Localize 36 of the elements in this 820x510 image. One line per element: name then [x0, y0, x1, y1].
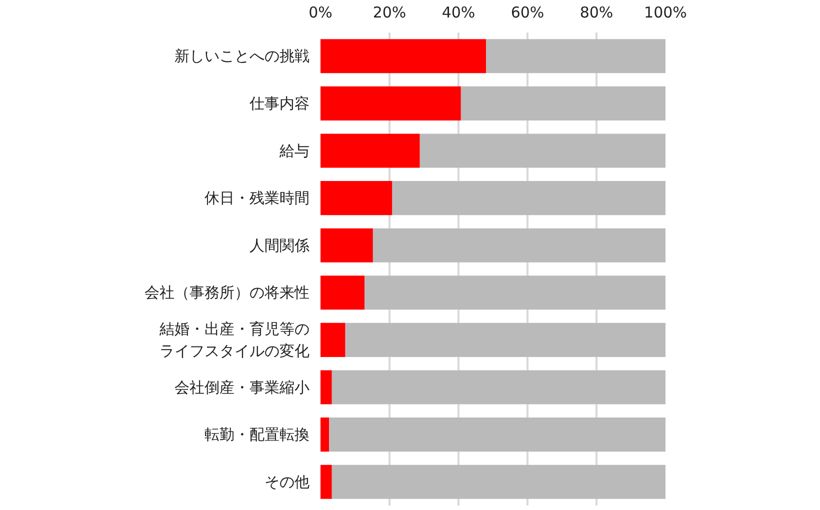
y-tick-label: 新しいことへの挑戦 — [174, 47, 310, 66]
y-tick-label: 会社倒産・事業縮小 — [174, 378, 310, 396]
y-tick-label: 会社（事務所）の将来性 — [144, 284, 310, 302]
bar — [486, 39, 666, 74]
y-tick-label: その他 — [264, 472, 310, 491]
bar — [320, 228, 373, 262]
y-tick-label: 仕事内容 — [248, 94, 310, 112]
bar — [320, 86, 461, 120]
bar — [392, 181, 666, 216]
x-tick-label: 100% — [644, 4, 687, 22]
bar — [320, 370, 332, 404]
x-tick-label: 0% — [308, 4, 332, 22]
bar — [320, 418, 330, 452]
bar — [332, 370, 666, 404]
y-tick-label: 給与 — [278, 142, 310, 160]
x-tick-label: 60% — [510, 4, 544, 22]
bar — [460, 86, 666, 120]
bar — [345, 322, 666, 357]
y-tick-label: 転勤・配置転換 — [204, 426, 310, 444]
bar — [320, 39, 486, 74]
bar — [364, 276, 666, 310]
bar — [332, 464, 666, 499]
bar — [320, 322, 346, 357]
y-tick-label: 結婚・出産・育児等のライフスタイルの変化 — [158, 320, 310, 360]
bar — [320, 134, 420, 168]
bar — [320, 276, 365, 310]
bar — [320, 464, 332, 499]
y-tick-label: 休日・残業時間 — [204, 189, 310, 208]
bar — [320, 181, 392, 216]
bar — [420, 134, 666, 168]
bar — [329, 418, 666, 452]
y-tick-label: 人間関係 — [250, 236, 310, 254]
x-tick-label: 80% — [580, 4, 614, 22]
x-tick-label: 20% — [372, 4, 406, 22]
x-tick-label: 40% — [442, 4, 476, 22]
bar — [372, 228, 666, 262]
